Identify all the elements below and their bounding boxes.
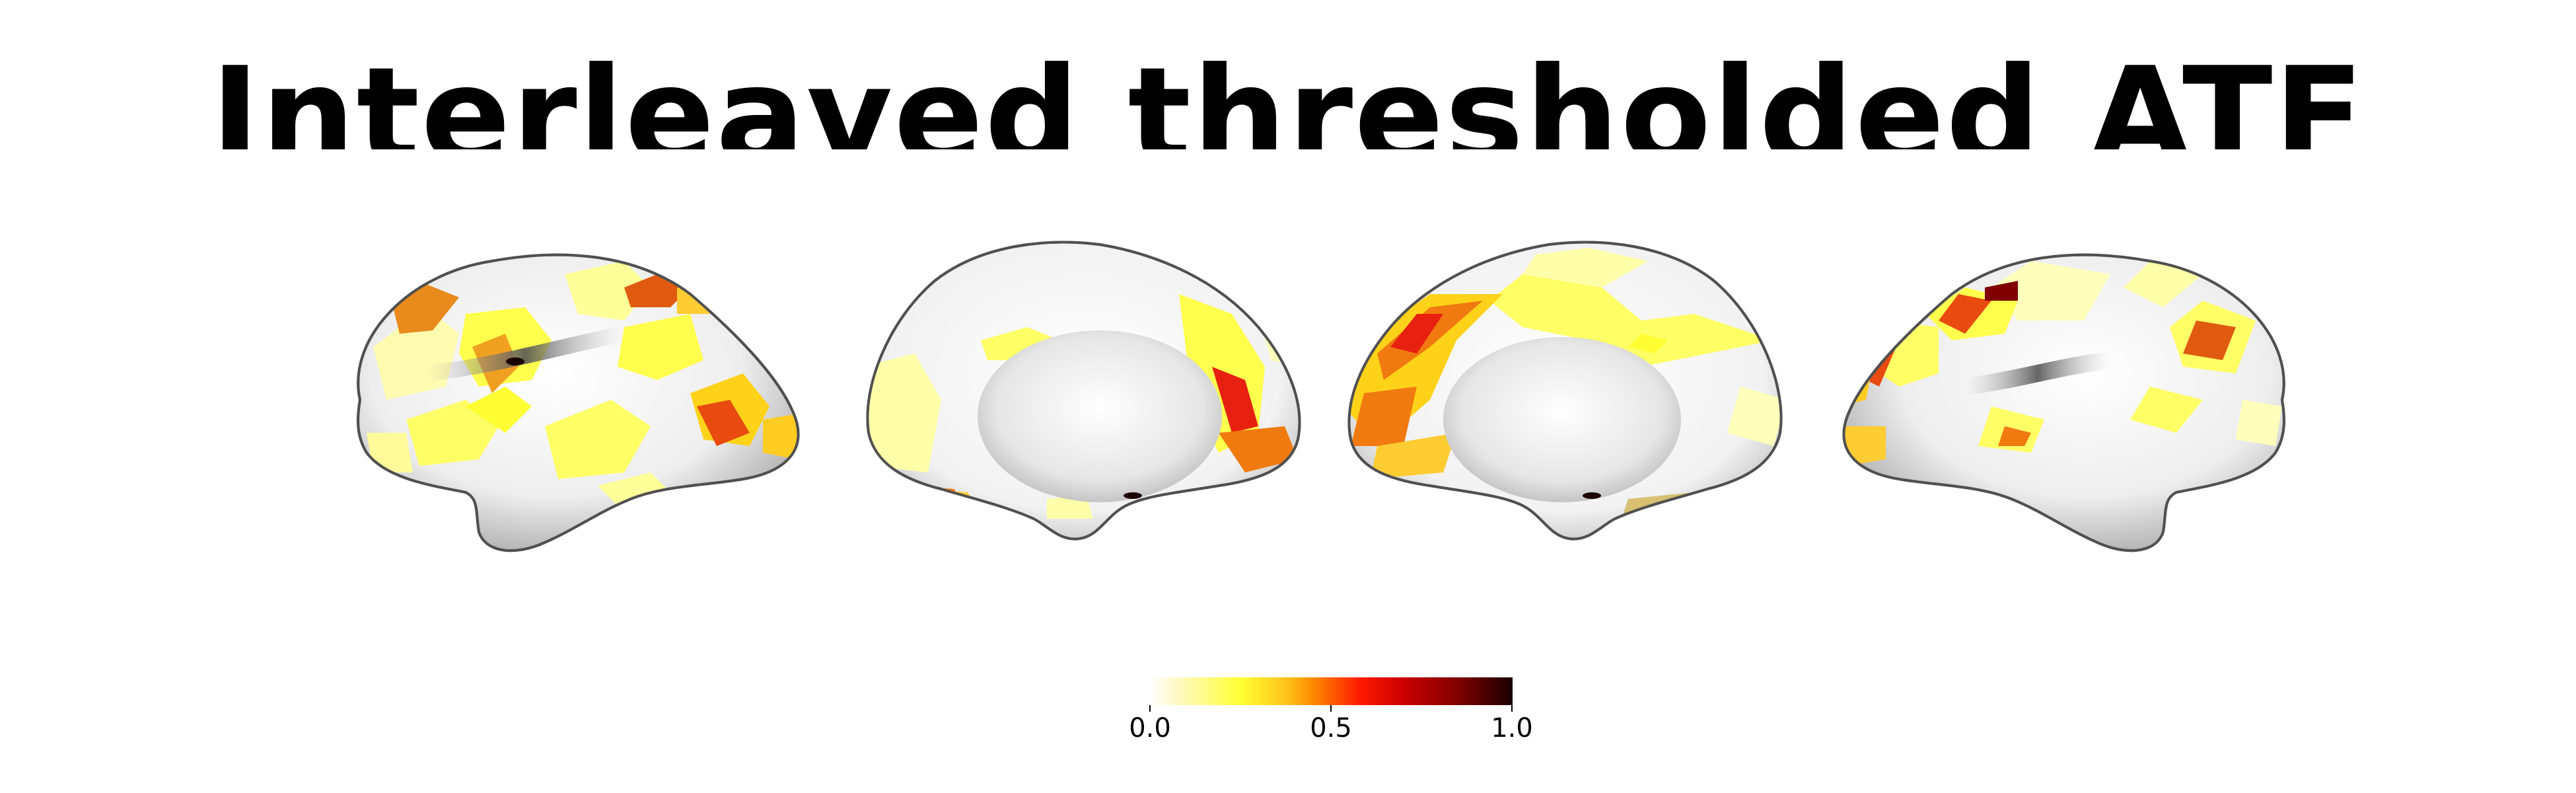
title-region: Interleaved thresholded ATF: [0, 0, 2576, 150]
colorbar-tick-min: [1149, 705, 1151, 712]
right-lateral-view: [1842, 253, 2285, 552]
colorbar-label-max: 1.0: [1491, 713, 1533, 743]
colorbar: [1149, 677, 1513, 705]
colorbar-tick-max: [1511, 705, 1513, 712]
brain-surface-panels: [357, 241, 2285, 552]
left-lateral-view: [357, 253, 800, 552]
figure-title: Interleaved thresholded ATF: [210, 39, 2366, 150]
right-medial-view: [1347, 241, 1783, 541]
colorbar-label-min: 0.0: [1129, 713, 1171, 743]
left-medial-view: [866, 241, 1301, 541]
colorbar-tick-mid: [1330, 705, 1332, 712]
colorbar-label-mid: 0.5: [1310, 713, 1352, 743]
